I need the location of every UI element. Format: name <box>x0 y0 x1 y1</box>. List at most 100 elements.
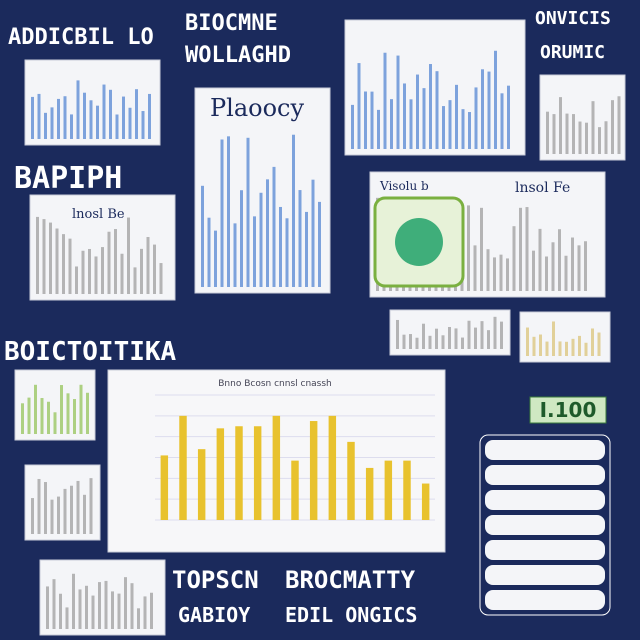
panel-label: lnosl Be <box>72 207 125 222</box>
decor-bar <box>140 248 143 294</box>
header-center-bottom: WOLLAGHD <box>185 43 291 68</box>
decor-bar <box>150 592 153 629</box>
decor-bar <box>233 223 237 287</box>
decor-bar <box>31 96 34 139</box>
decor-bar <box>253 216 256 287</box>
decor-bar <box>591 328 594 356</box>
bar <box>253 426 262 520</box>
decor-bar <box>207 217 211 287</box>
list-row <box>485 465 605 485</box>
decor-bar <box>364 91 367 149</box>
decor-bar <box>98 582 101 629</box>
decor-bar <box>44 482 47 534</box>
decor-bar <box>442 106 445 149</box>
decor-bar <box>159 263 163 294</box>
decor-bar <box>135 89 138 139</box>
decor-bar <box>76 80 80 139</box>
bar <box>197 449 206 520</box>
decor-bar <box>512 226 516 291</box>
decor-bar <box>538 228 542 291</box>
decor-bar <box>62 234 65 294</box>
decor-bar <box>499 254 503 291</box>
footer-text: EDIL ONGICS <box>285 603 417 627</box>
decor-bar <box>107 231 111 294</box>
bar <box>421 483 430 520</box>
header-center-top: BIOCMNE <box>185 11 278 36</box>
decor-bar <box>49 222 52 294</box>
decor-bar <box>122 96 125 139</box>
decor-bar <box>351 104 354 149</box>
decor-bar <box>480 321 484 349</box>
decor-bar <box>292 134 295 287</box>
decor-bar <box>89 100 93 139</box>
header-left: ADDICBIL LO <box>8 25 154 50</box>
decor-bar <box>572 114 575 154</box>
decor-bar <box>50 499 54 534</box>
decor-bar <box>532 336 536 356</box>
decor-bar <box>448 100 452 149</box>
decor-bar <box>21 403 24 434</box>
decor-bar <box>272 166 276 287</box>
decor-bar <box>577 245 581 291</box>
decor-bar <box>240 190 243 287</box>
decor-bar <box>311 179 315 287</box>
decor-bar <box>153 244 156 294</box>
decor-bar <box>31 498 34 534</box>
header-right-bottom: ORUMIC <box>540 42 605 63</box>
decor-bar <box>507 85 510 149</box>
decor-bar <box>493 316 497 349</box>
decor-bar <box>79 384 83 434</box>
decor-bar <box>91 595 95 629</box>
decor-bar <box>597 332 601 356</box>
decor-bar <box>506 258 509 291</box>
decor-bar <box>201 185 204 287</box>
decor-bar <box>539 334 542 356</box>
decor-bar <box>551 242 555 291</box>
decor-bar <box>487 71 491 149</box>
decor-bar <box>461 109 465 149</box>
decor-bar <box>545 256 548 291</box>
panel <box>24 464 101 541</box>
decor-bar <box>37 478 41 534</box>
decor-bar <box>220 139 224 287</box>
decor-bar <box>259 192 263 287</box>
decor-bar <box>441 335 445 349</box>
decor-bar <box>558 341 562 356</box>
decor-bar <box>86 392 89 434</box>
decor-bar <box>611 100 614 154</box>
decor-bar <box>104 580 108 629</box>
decor-bar <box>120 253 124 294</box>
list-row <box>485 440 605 460</box>
decor-bar <box>81 250 85 294</box>
bar <box>216 428 225 520</box>
decor-bar <box>546 111 549 154</box>
decor-bar <box>552 321 555 356</box>
decor-bar <box>617 96 621 154</box>
decor-bar <box>422 323 425 349</box>
plot-title: Plaoocy <box>210 94 304 122</box>
panel-label: lnsol Fe <box>515 180 570 196</box>
panel-label: Visolu b <box>379 179 429 193</box>
decor-bar <box>57 98 60 139</box>
decor-bar <box>598 127 601 154</box>
decor-bar <box>578 121 582 154</box>
decor-bar <box>96 105 99 139</box>
decor-bar <box>558 229 561 291</box>
decor-bar <box>564 255 568 291</box>
decor-bar <box>318 201 321 287</box>
main-chart-title: Bnno Bcosn cnnsl cnassh <box>218 379 332 389</box>
list-row <box>485 565 605 585</box>
bar <box>179 415 187 520</box>
decor-bar <box>109 89 112 139</box>
decor-bar <box>127 217 130 294</box>
decor-bar <box>133 267 137 294</box>
decor-bar <box>487 330 490 349</box>
panels <box>14 19 626 636</box>
bar <box>347 441 355 520</box>
bar <box>291 460 299 520</box>
decor-bar <box>75 266 78 294</box>
decor-bar <box>46 586 49 629</box>
decor-bar <box>409 334 412 349</box>
list-row <box>485 515 605 535</box>
